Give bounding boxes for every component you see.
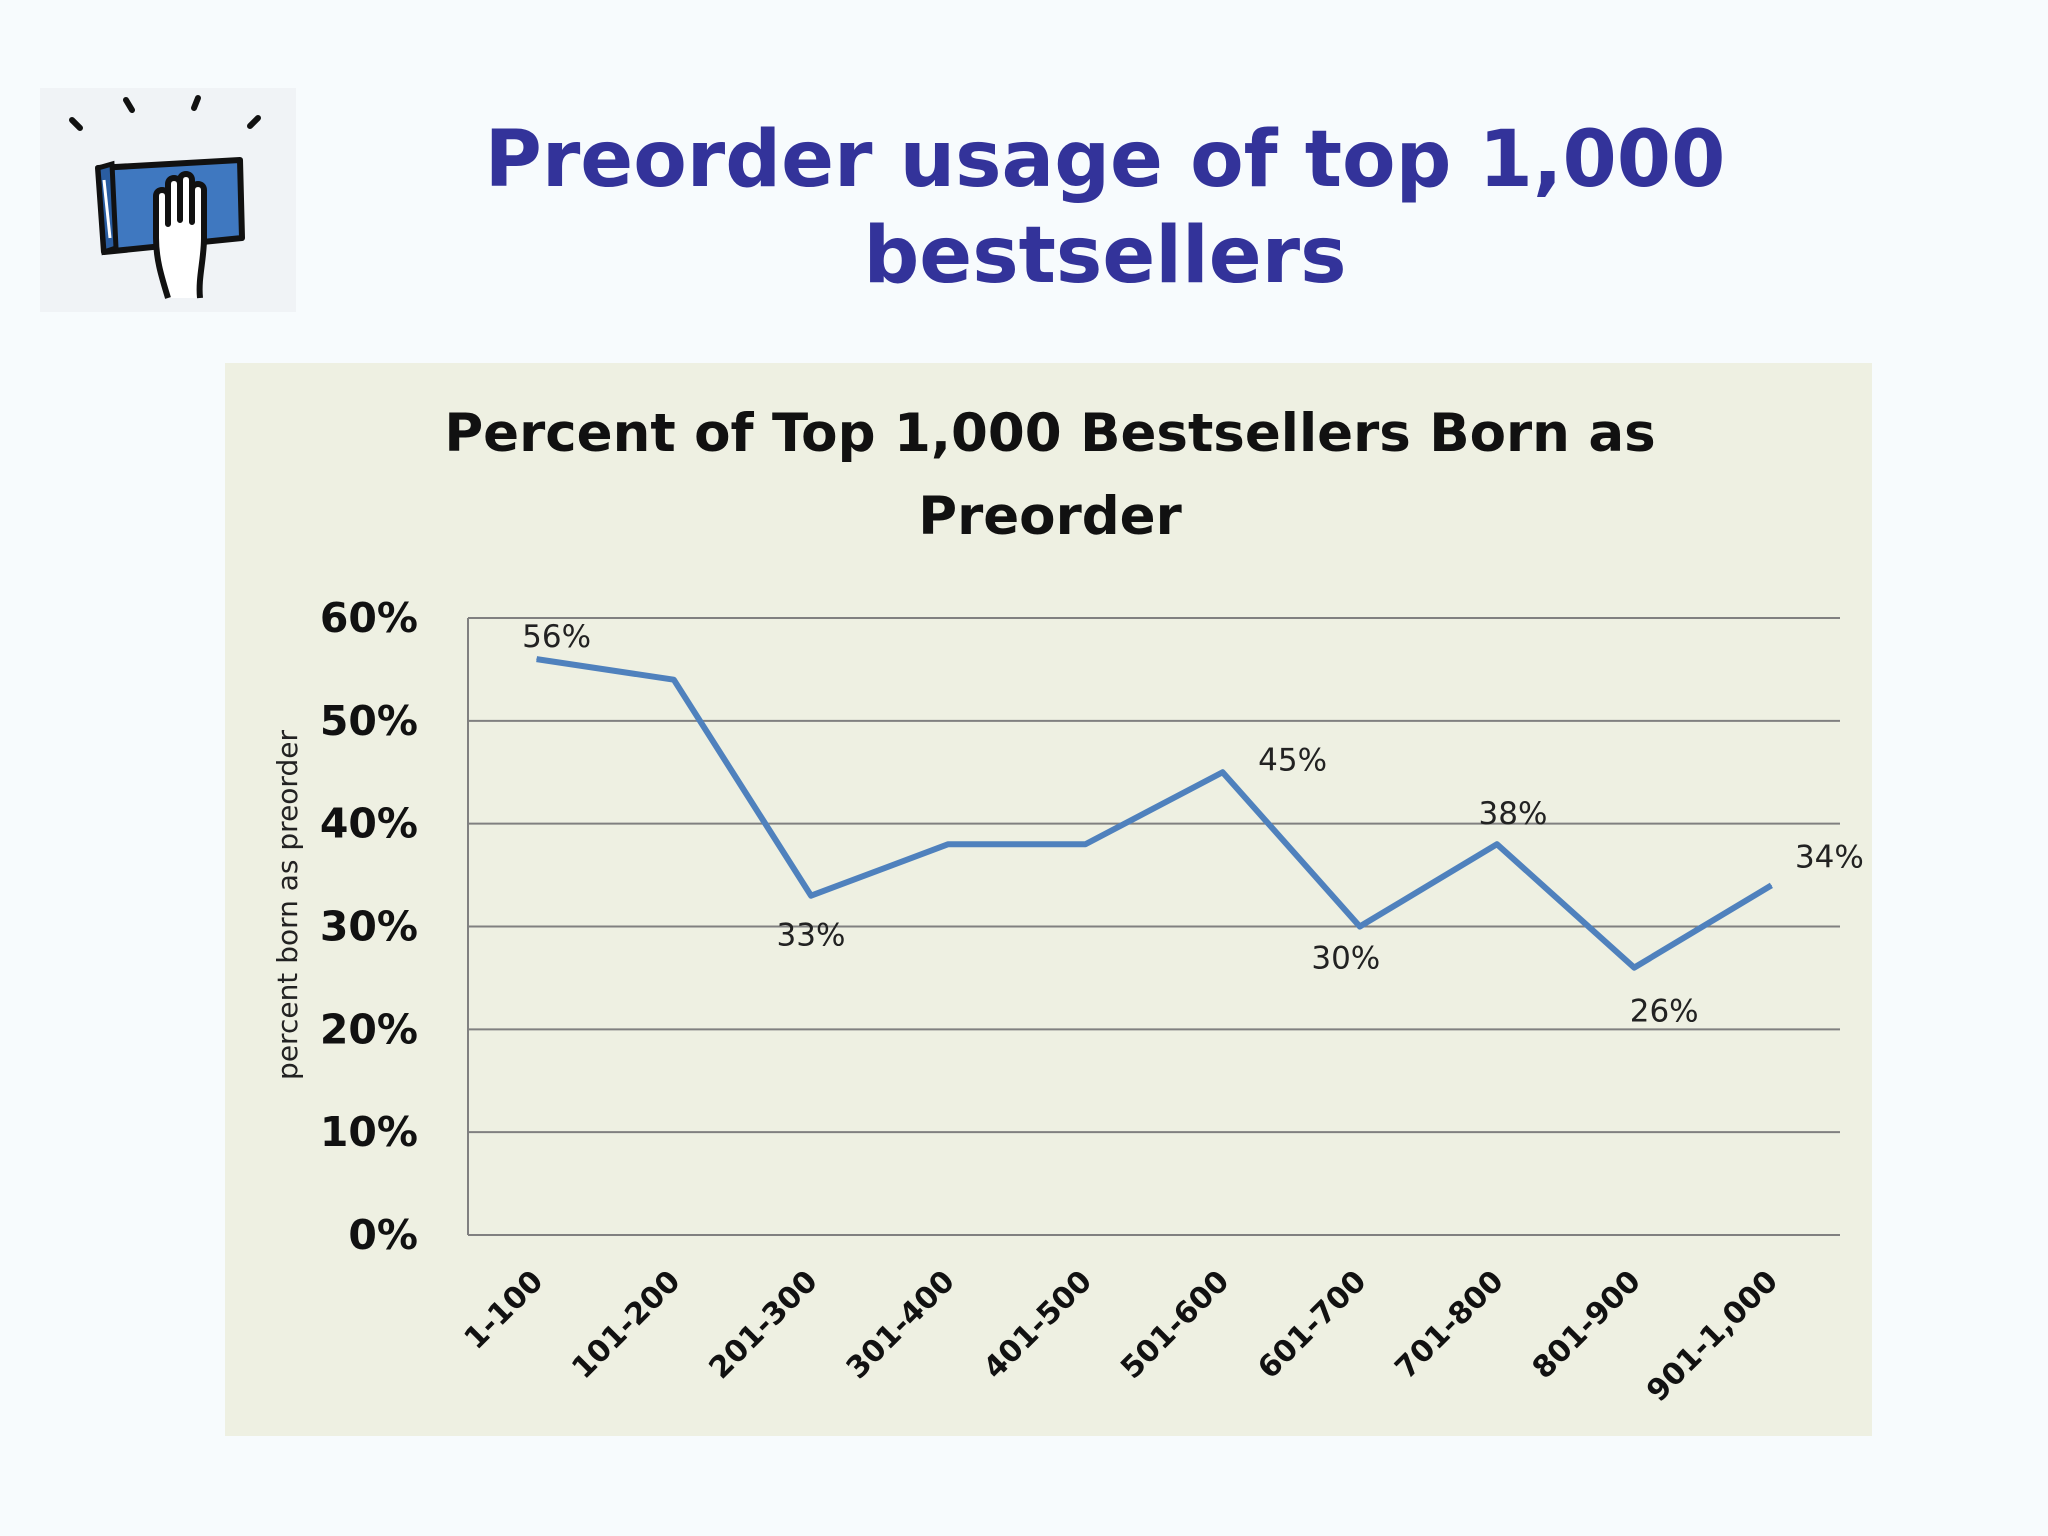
data-label: 33% — [777, 918, 846, 954]
x-tick-label: 501-600 — [1114, 1264, 1236, 1386]
gridlines — [468, 617, 1840, 1134]
x-tick-label: 1-100 — [458, 1264, 551, 1357]
y-tick-label: 60% — [320, 594, 418, 642]
x-tick-labels: 1-100 101-200 201-300 301-400 401-500 501-600… — [458, 1264, 1785, 1409]
x-tick-label: 901-1,000 — [1640, 1264, 1785, 1409]
x-tick-label: 201-300 — [703, 1264, 825, 1386]
axes — [467, 618, 1840, 1236]
data-labels: 56% 33% 45% 30% 38% 26% 34% — [522, 619, 1864, 1030]
data-point — [947, 843, 949, 845]
chart-title-line-2: Preorder — [918, 486, 1182, 547]
y-tick-labels: 0% 10% 20% 30% 40% 50% 60% — [320, 594, 418, 1259]
x-tick-label: 601-700 — [1251, 1264, 1373, 1386]
chart-title-line-1: Percent of Top 1,000 Bestsellers Born as — [444, 403, 1655, 464]
data-label: 56% — [522, 619, 591, 655]
slide-title: Preorder usage of top 1,000 bestsellers — [484, 115, 1726, 301]
series — [536, 656, 1773, 971]
y-tick-label: 50% — [320, 697, 418, 745]
data-point — [1359, 926, 1361, 927]
y-axis-label: percent born as preorder — [271, 730, 304, 1080]
data-point — [1084, 843, 1086, 845]
data-label: 45% — [1258, 742, 1327, 778]
data-point — [1633, 967, 1635, 969]
y-tick-label: 40% — [320, 800, 418, 848]
line-chart: Percent of Top 1,000 Bestsellers Born as… — [271, 403, 1864, 1409]
data-point — [536, 658, 538, 660]
data-label: 34% — [1795, 839, 1864, 875]
chart-panel: Percent of Top 1,000 Bestsellers Born as… — [225, 363, 1872, 1436]
y-tick-label: 30% — [320, 903, 418, 951]
data-point — [673, 679, 675, 681]
x-tick-label: 301-400 — [840, 1264, 962, 1386]
x-tick-label: 701-800 — [1389, 1264, 1511, 1386]
data-label: 38% — [1479, 796, 1548, 832]
data-label: 26% — [1630, 994, 1699, 1030]
book-with-raised-hand-icon — [69, 95, 261, 299]
x-tick-label: 401-500 — [977, 1264, 1099, 1386]
data-point — [1770, 884, 1772, 886]
x-tick-label: 101-200 — [565, 1264, 687, 1386]
y-tick-label: 0% — [348, 1211, 418, 1259]
y-tick-label: 10% — [320, 1108, 418, 1156]
data-label: 30% — [1311, 941, 1380, 977]
y-tick-label: 20% — [320, 1005, 418, 1053]
series-line — [536, 656, 1773, 971]
x-tick-label: 801-900 — [1526, 1264, 1648, 1386]
logo — [40, 88, 296, 312]
data-point — [1222, 771, 1224, 773]
data-point — [1496, 843, 1498, 845]
data-point — [810, 895, 812, 897]
